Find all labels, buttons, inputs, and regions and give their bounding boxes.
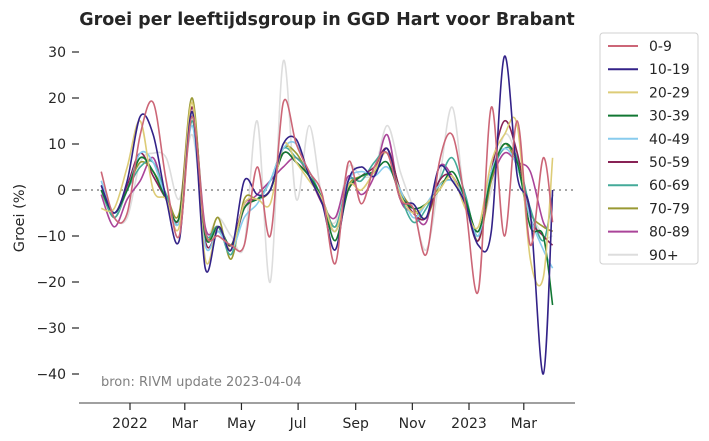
y-tick-label: −40 xyxy=(36,367,66,383)
legend-label: 0-9 xyxy=(649,39,672,55)
y-tick-label: −20 xyxy=(36,275,66,291)
series-line-0-9 xyxy=(100,98,554,295)
x-tick-label: Mar xyxy=(511,416,538,432)
x-axis: 2022 Mar May Jul Sep Nov 2023 Mar xyxy=(79,402,575,432)
legend-label: 90+ xyxy=(649,248,679,264)
x-tick-label: Sep xyxy=(342,416,369,432)
y-axis: 30 20 10 0 −10 −20 −30 −40 xyxy=(36,45,79,383)
x-tick-label: 2023 xyxy=(451,416,487,432)
y-tick-label: 10 xyxy=(48,137,66,153)
x-tick-label: Mar xyxy=(172,416,199,432)
chart-title: Groei per leeftijdsgroup in GGD Hart voo… xyxy=(79,10,575,30)
y-tick-label: 20 xyxy=(48,91,66,107)
x-tick-label: 2022 xyxy=(112,416,148,432)
series-line-90+ xyxy=(100,59,553,283)
x-tick-label: Nov xyxy=(399,416,426,432)
series-line-20-29 xyxy=(100,101,554,287)
legend-label: 40-49 xyxy=(649,132,690,148)
y-tick-label: −10 xyxy=(36,229,66,245)
x-tick-label: May xyxy=(227,416,256,432)
series-lines xyxy=(100,55,554,375)
legend-label: 60-69 xyxy=(649,178,690,194)
y-tick-label: 30 xyxy=(48,45,66,61)
y-tick-label: 0 xyxy=(57,183,66,199)
legend-label: 30-39 xyxy=(649,109,690,125)
y-axis-label: Groei (%) xyxy=(12,184,28,252)
legend-box xyxy=(599,32,699,265)
legend-label: 10-19 xyxy=(649,62,690,78)
legend-label: 50-59 xyxy=(649,155,690,171)
y-tick-label: −30 xyxy=(36,321,66,337)
source-annotation: bron: RIVM update 2023-04-04 xyxy=(101,375,302,390)
x-tick-label: Jul xyxy=(289,416,307,432)
legend-label: 80-89 xyxy=(649,225,690,241)
legend-label: 20-29 xyxy=(649,85,690,101)
legend: 0-9 10-19 20-29 30-39 40-49 50-59 60-69 70-79 80… xyxy=(599,32,699,265)
series-line-70-79 xyxy=(100,97,553,260)
legend-label: 70-79 xyxy=(649,201,690,217)
